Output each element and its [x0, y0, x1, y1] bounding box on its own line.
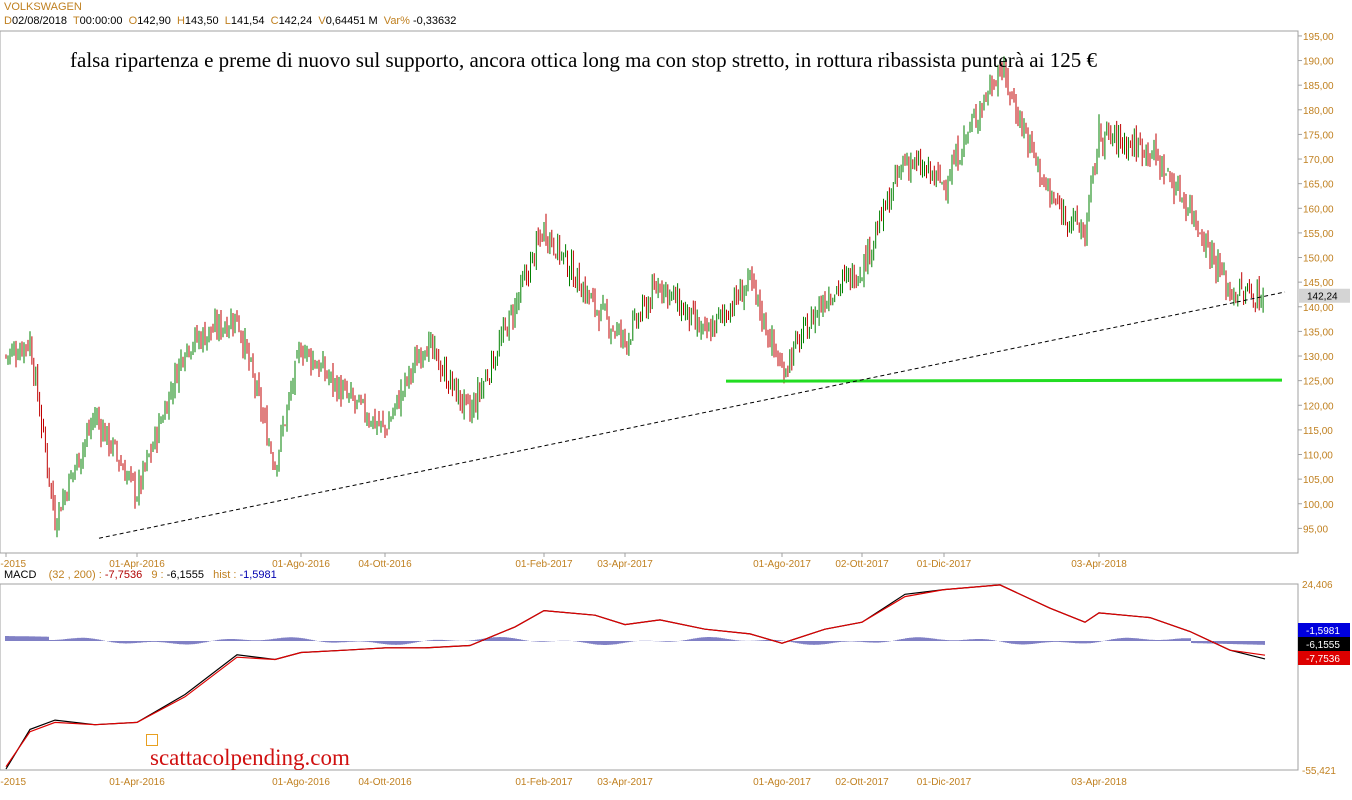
y-tick-label: 95,00 [1303, 524, 1328, 535]
high-label: H [176, 15, 185, 27]
macd-x-axis: Dic-2015 01-Apr-2016 01-Ago-2016 04-Ott-201… [0, 777, 1127, 788]
high-value: 143,50 [184, 15, 219, 27]
macd-tag-box [1298, 637, 1350, 651]
macd-tag-box [1298, 623, 1350, 637]
macd-panel [0, 583, 1299, 771]
y-tick-label: 150,00 [1303, 254, 1334, 265]
time-value: 00:00:00 [79, 15, 123, 27]
macd-histogram [5, 636, 1265, 645]
signal-value: -6,1555 [166, 569, 204, 581]
x-tick-label: 02-Ott-2017 [835, 559, 889, 570]
y-tick-label: 175,00 [1303, 130, 1334, 141]
x-tick-label: 04-Ott-2016 [358, 559, 412, 570]
macd-value-tags: -1,5981 -6,1555 -7,7536 [1298, 623, 1350, 665]
x-tick-label: 01-Dic-2017 [917, 559, 972, 570]
x-tick-label: 04-Ott-2016 [358, 777, 412, 788]
y-tick-label: 195,00 [1303, 32, 1334, 43]
macd-line [5, 584, 1266, 770]
chart-title: VOLKSWAGEN [4, 1, 82, 13]
y-tick-label: 170,00 [1303, 155, 1334, 166]
y-tick-label: 100,00 [1303, 500, 1334, 511]
close-label: C [270, 15, 279, 27]
low-value: 141,54 [230, 15, 265, 27]
price-panel-border [0, 30, 1299, 554]
date-label: D [4, 15, 12, 27]
macd-tag-label: -1,5981 [1306, 626, 1340, 637]
macd-tag-label: -6,1555 [1306, 640, 1340, 651]
x-tick-label: 01-Ago-2017 [753, 777, 811, 788]
var-label: Var% [383, 15, 410, 27]
time-label: T [72, 15, 80, 27]
x-tick-label: 01-Apr-2016 [109, 777, 165, 788]
x-tick-label: 03-Apr-2017 [597, 777, 653, 788]
x-tick-label: 01-Ago-2016 [272, 777, 330, 788]
y-tick-label: 155,00 [1303, 229, 1334, 240]
date-value: 02/08/2018 [11, 15, 68, 27]
x-tick-label: 01-Apr-2016 [109, 559, 165, 570]
candlestick-series [5, 56, 1264, 538]
x-tick-label: 01-Ago-2017 [753, 559, 811, 570]
y-tick-label: 185,00 [1303, 81, 1334, 92]
x-tick-label: 02-Ott-2017 [835, 777, 889, 788]
open-label: O [128, 15, 138, 27]
macd-panel-border [0, 583, 1299, 771]
last-price-tag: 142,24 [1298, 288, 1350, 303]
y-tick-label: 110,00 [1303, 451, 1333, 462]
y-tick-label: 145,00 [1303, 278, 1334, 289]
volume-value: 0,64451 M [325, 15, 378, 27]
macd-params: (32 , 200) : [48, 569, 102, 581]
watermark: scattacolpending.com [150, 745, 350, 770]
price-tag-label: 142,24 [1307, 292, 1338, 303]
macd-tag-box [1298, 651, 1350, 665]
x-tick-label: Dic-2015 [0, 559, 26, 570]
ohlc-readout: D02/08/2018 T00:00:00 O142,90 H143,50 L1… [4, 15, 456, 27]
low-label: L [224, 15, 231, 27]
macd-y-axis: 24,406 -55,421 [1302, 580, 1336, 777]
y-tick-label: 190,00 [1303, 57, 1334, 68]
var-value: -0,33632 [412, 15, 457, 27]
macd-tag-label: -7,7536 [1306, 654, 1340, 665]
hist-label: hist : [213, 569, 237, 581]
macd-name: MACD [4, 569, 37, 581]
open-value: 142,90 [137, 15, 171, 27]
y-tick-label: 125,00 [1303, 377, 1334, 388]
x-tick-label: 01-Ago-2016 [272, 559, 330, 570]
macd-header: MACD (32 , 200) : -7,7536 9 : -6,1555 hi… [4, 569, 277, 581]
drawing-lines [98, 291, 1286, 539]
macd-y-tick-label: 24,406 [1302, 580, 1333, 591]
price-panel [0, 30, 1299, 554]
y-tick-label: 130,00 [1303, 352, 1334, 363]
y-tick-label: 115,00 [1303, 426, 1333, 437]
y-tick-label: 135,00 [1303, 327, 1334, 338]
signal-line [5, 584, 1266, 768]
x-tick-label: Dic-2015 [0, 777, 26, 788]
y-tick-label: 180,00 [1303, 106, 1334, 117]
macd-lines [5, 584, 1266, 770]
watermark-checkbox-icon [146, 734, 158, 746]
analysis-annotation: falsa ripartenza e preme di nuovo sul su… [70, 48, 1097, 72]
signal-label: 9 : [151, 569, 164, 581]
x-tick-label: 03-Apr-2018 [1071, 559, 1127, 570]
x-tick-label: 01-Dic-2017 [917, 777, 972, 788]
trend-line [98, 291, 1286, 539]
macd-value: -7,7536 [104, 569, 143, 581]
y-tick-label: 105,00 [1303, 475, 1334, 486]
x-tick-label: 01-Feb-2017 [515, 777, 573, 788]
y-tick-label: 165,00 [1303, 180, 1334, 191]
y-tick-label: 160,00 [1303, 204, 1334, 215]
x-tick-label: 03-Apr-2017 [597, 559, 653, 570]
hist-value: -1,5981 [239, 569, 277, 581]
macd-y-tick-label: -55,421 [1302, 766, 1336, 777]
price-tag-box [1298, 288, 1350, 303]
x-tick-label: 03-Apr-2018 [1071, 777, 1127, 788]
y-tick-label: 140,00 [1303, 303, 1334, 314]
volume-label: V [318, 15, 326, 27]
y-tick-label: 120,00 [1303, 401, 1334, 412]
x-tick-label: 01-Feb-2017 [515, 559, 573, 570]
price-y-axis: 95,00 100,00 105,00 110,00 115,00 120,00 125,0… [1298, 32, 1334, 535]
support-line [725, 378, 1283, 383]
close-value: 142,24 [278, 15, 313, 27]
price-x-axis: Dic-2015 01-Apr-2016 01-Ago-2016 04-Ott-201… [0, 553, 1127, 570]
